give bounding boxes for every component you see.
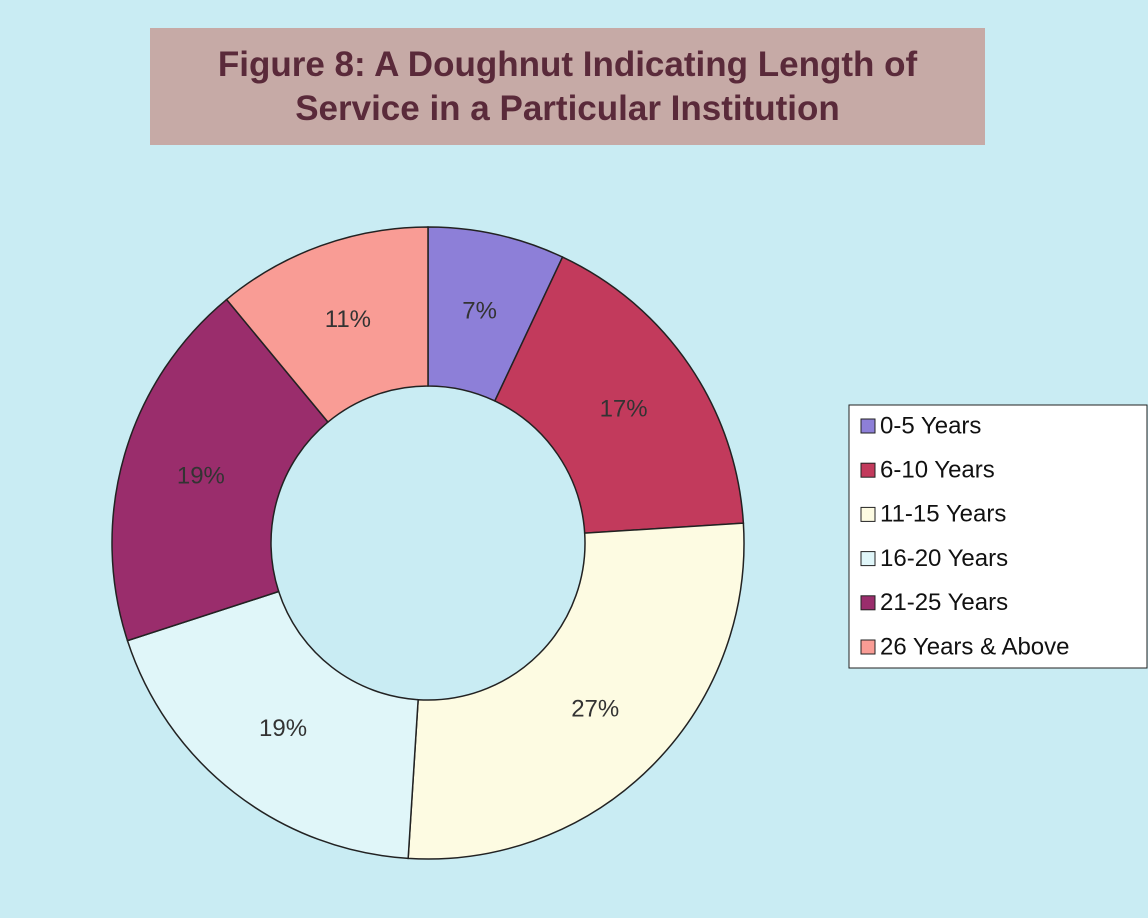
- data-label: 11%: [325, 306, 371, 333]
- legend-swatch: [860, 462, 876, 478]
- data-label: 19%: [259, 715, 307, 742]
- doughnut-segment: [111, 298, 329, 642]
- legend-label: 26 Years & Above: [880, 633, 1070, 660]
- data-label: 17%: [600, 395, 648, 422]
- data-label: 27%: [571, 696, 619, 723]
- legend-label: 6-10 Years: [880, 457, 995, 484]
- legend-box: [848, 404, 1148, 669]
- legend-label: 11-15 Years: [880, 501, 1006, 528]
- legend-label: 0-5 Years: [880, 412, 981, 439]
- doughnut-segment: [225, 226, 429, 424]
- legend-swatch: [860, 418, 876, 434]
- doughnut-segment: [407, 522, 745, 860]
- legend-label: 16-20 Years: [880, 545, 1008, 572]
- data-label: 7%: [462, 298, 497, 325]
- legend-swatch: [860, 506, 876, 522]
- legend-swatch: [860, 551, 876, 567]
- doughnut-segment: [493, 256, 745, 534]
- legend-swatch: [860, 639, 876, 655]
- legend-label: 21-25 Years: [880, 589, 1008, 616]
- data-label: 19%: [177, 462, 225, 489]
- doughnut-segment: [126, 590, 419, 860]
- chart-title: Figure 8: A Doughnut Indicating Length o…: [150, 28, 985, 145]
- legend-swatch: [860, 595, 876, 611]
